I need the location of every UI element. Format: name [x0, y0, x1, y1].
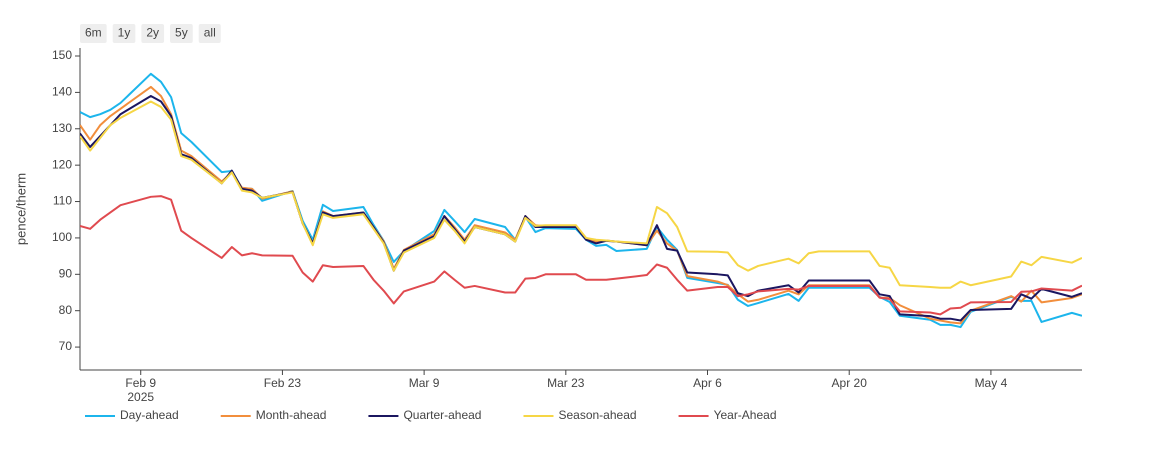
x-tick-label: Mar 9 [409, 376, 440, 390]
y-tick-label: 70 [59, 339, 73, 353]
x-year-label: 2025 [127, 390, 154, 404]
y-tick-label: 150 [52, 48, 72, 62]
y-tick-label: 140 [52, 85, 72, 99]
y-tick-label: 100 [52, 230, 72, 244]
x-tick-label: Apr 20 [832, 376, 868, 390]
y-tick-label: 110 [53, 194, 72, 208]
range-button[interactable]: 1y [112, 24, 136, 43]
legend-label: Quarter-ahead [403, 408, 481, 422]
x-tick-label: Feb 23 [264, 376, 302, 390]
range-button-label[interactable]: 6m [85, 26, 102, 40]
range-button-label[interactable]: all [204, 26, 216, 40]
legend-label: Year-Ahead [714, 408, 777, 422]
range-button-bg[interactable] [80, 24, 107, 43]
range-button[interactable]: 2y [141, 24, 165, 43]
legend-label: Month-ahead [256, 408, 327, 422]
range-button[interactable]: 5y [170, 24, 193, 43]
y-tick-label: 120 [52, 157, 72, 171]
y-axis-label: pence/therm [13, 173, 28, 245]
legend-label: Season-ahead [558, 408, 636, 422]
y-tick-label: 80 [59, 303, 73, 317]
x-tick-label: Mar 23 [547, 376, 585, 390]
series-line [80, 100, 1082, 289]
range-button-label[interactable]: 2y [146, 26, 159, 40]
range-button[interactable]: 6m [80, 24, 107, 43]
legend-label: Day-ahead [120, 408, 179, 422]
range-button-bg[interactable] [112, 24, 136, 43]
series-line [80, 195, 1082, 316]
range-button-label[interactable]: 5y [175, 26, 188, 40]
x-tick-label: Apr 6 [693, 376, 722, 390]
x-tick-label: May 4 [975, 376, 1008, 390]
range-button[interactable]: all [198, 24, 221, 43]
x-tick-label: Feb 9 [125, 376, 156, 390]
range-button-bg[interactable] [141, 24, 165, 43]
series-line [80, 72, 1082, 329]
range-button-bg[interactable] [170, 24, 193, 43]
y-tick-label: 130 [52, 121, 72, 135]
range-button-label[interactable]: 1y [118, 26, 131, 40]
y-tick-label: 90 [59, 266, 73, 280]
range-button-bg[interactable] [198, 24, 221, 43]
